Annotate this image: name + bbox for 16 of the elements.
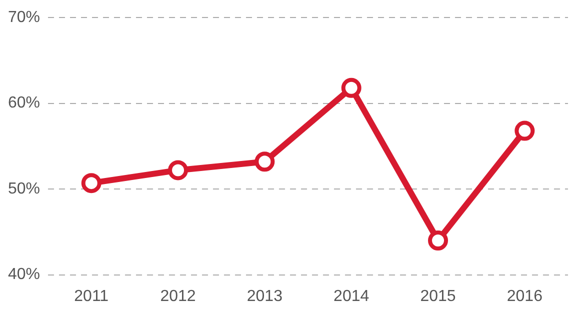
point xyxy=(168,160,188,180)
point xyxy=(81,173,102,194)
point xyxy=(341,78,362,98)
x-tick-label: 2014 xyxy=(334,288,370,305)
point xyxy=(254,152,275,172)
x-tick-label: 2012 xyxy=(160,288,196,305)
x-tick-label: 2011 xyxy=(74,288,109,305)
point xyxy=(428,230,448,251)
y-tick-label: 40% xyxy=(8,266,40,284)
x-tick-label: 2015 xyxy=(420,288,456,305)
y-tick-label: 70% xyxy=(8,9,40,26)
y-tick-label: 50% xyxy=(8,180,40,198)
x-tick-label: 2013 xyxy=(246,288,283,305)
point xyxy=(514,120,535,141)
y-tick-label: 60% xyxy=(8,94,40,112)
x-tick-label: 2016 xyxy=(506,288,543,305)
